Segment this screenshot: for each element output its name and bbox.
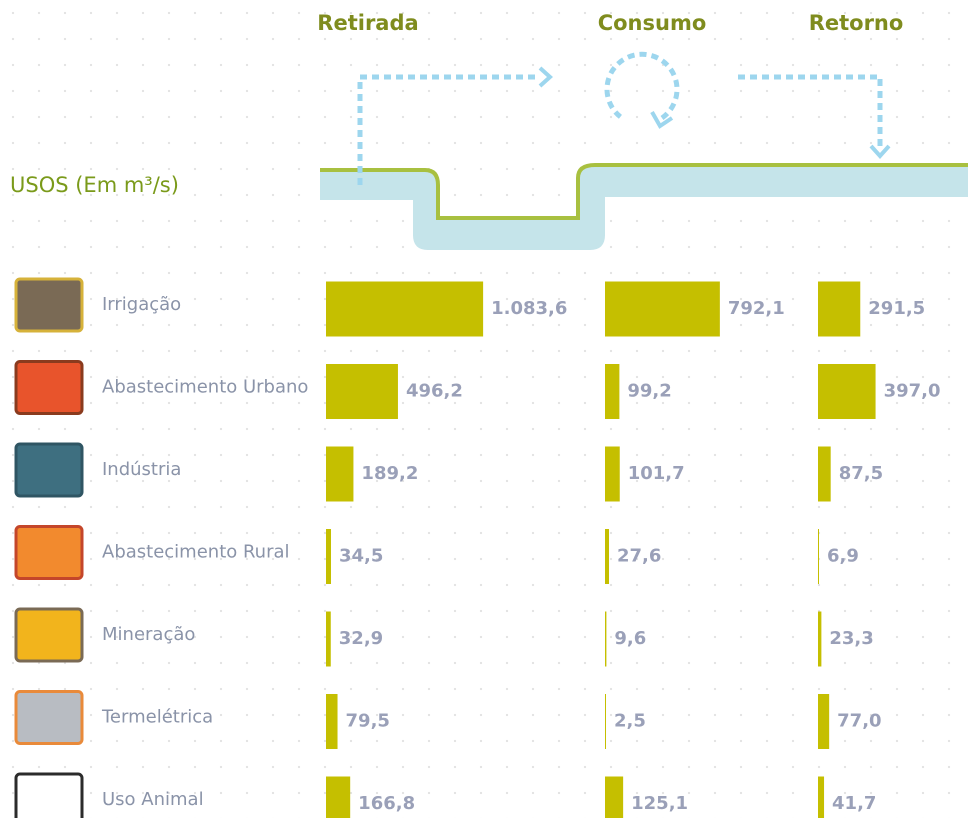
value-label: 397,0 [884,381,941,402]
consume-arrow [604,51,680,121]
bar [605,776,624,818]
bar [326,611,331,667]
bar [326,694,338,749]
arrow-head [869,144,891,159]
value-label: 23,3 [829,628,873,649]
bar [326,776,351,818]
value-label: 189,2 [361,463,418,484]
value-label: 792,1 [728,298,785,319]
category-icon [14,690,84,745]
bar [818,281,861,337]
bar [818,611,822,667]
arrow-head [650,111,674,129]
bar [326,281,484,337]
bar [326,446,354,502]
value-label: 77,0 [837,711,881,732]
category-label: Indústria [102,459,181,480]
bar [326,364,398,419]
bar [605,281,720,337]
category-label: Abastecimento Urbano [102,377,308,398]
bar [605,364,620,419]
value-label: 1.083,6 [491,298,567,319]
value-label: 496,2 [406,381,463,402]
value-label: 125,1 [631,793,688,814]
series-header: Consumo [598,11,707,35]
value-label: 99,2 [627,381,671,402]
category-label: Uso Animal [102,789,204,810]
bar [818,529,820,584]
return-arrow [738,74,883,148]
value-label: 87,5 [839,463,883,484]
category-icon [14,607,84,663]
value-label: 101,7 [628,463,685,484]
river [320,165,968,250]
bar [818,776,825,818]
value-label: 79,5 [346,711,390,732]
category-label: Abastecimento Rural [102,542,290,563]
category-icon [14,442,84,498]
bar [605,611,607,667]
category-label: Irrigação [102,294,181,315]
series-header: Retirada [317,11,418,35]
withdraw-arrow [357,74,540,185]
value-label: 34,5 [339,546,383,567]
bar [605,446,620,502]
bar [326,529,332,584]
bar [818,364,876,419]
category-icon [14,525,84,580]
category-icon [14,360,84,415]
chart-title: USOS (Em m³/s) [10,173,179,197]
value-label: 291,5 [868,298,925,319]
arrow-head [538,66,553,88]
value-label: 32,9 [339,628,383,649]
value-label: 166,8 [358,793,415,814]
bar [605,529,610,584]
category-icon [14,772,84,818]
bar [818,694,830,749]
bar [818,446,831,502]
series-header: Retorno [809,11,904,35]
value-label: 2,5 [614,711,646,732]
value-label: 27,6 [617,546,661,567]
river-bank [320,163,968,220]
category-icon [14,277,84,333]
value-label: 41,7 [832,793,876,814]
category-label: Termelétrica [101,707,213,728]
category-label: Mineração [102,624,195,645]
river-diagram [320,51,968,250]
value-label: 6,9 [827,546,859,567]
value-label: 9,6 [614,628,646,649]
bar [605,694,606,749]
